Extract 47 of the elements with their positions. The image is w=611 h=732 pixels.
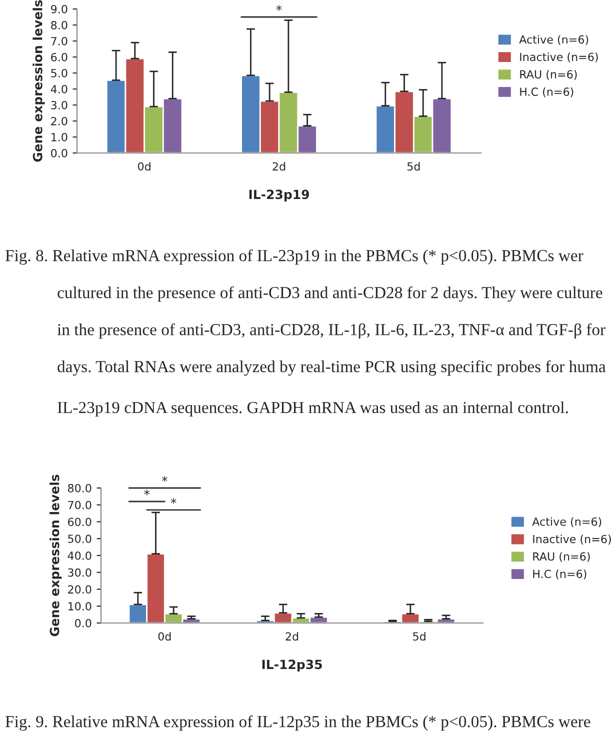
y-tick-label: 7.0 — [51, 36, 68, 46]
y-tick-label: 0.0 — [51, 148, 68, 158]
legend-label: Active (n=6) — [519, 35, 588, 45]
x-tick-label: 0d — [138, 162, 150, 171]
y-tick-label: 3.0 — [51, 100, 68, 110]
legend-label: H.C (n=6) — [533, 570, 586, 580]
text: in the presence of anti-CD3, anti-CD28, IL-1β, IL-6, IL-23, TNF-α and TGF-β for — [57, 323, 606, 339]
text: IL-23p19 cDNA sequences. GAPDH mRNA was used as an internal control. — [58, 401, 568, 417]
y-tick-label: 30.0 — [68, 568, 92, 577]
y-tick-label: 60.0 — [68, 518, 92, 526]
x-tick-label: 5d — [407, 162, 420, 171]
y-tick-label: 9.0 — [51, 4, 68, 14]
y-tick-label: 1.0 — [52, 132, 68, 142]
y-tick-label: 2.0 — [51, 116, 68, 126]
text: days. Total RNAs were analyzed by real-time PCR using specific probes for huma — [58, 360, 606, 376]
y-tick-label: 10.0 — [68, 602, 92, 611]
y-tick-label: 40.0 — [68, 551, 92, 560]
caption: Fig. 8. Relative mRNA expression of IL-23p19 in the PBMCs (* p<0.05). PBMCs wer — [5, 249, 584, 265]
x-tick-label: 0d — [158, 632, 171, 641]
y-tick-label: 80.0 — [68, 484, 92, 492]
x-tick-label: 5d — [413, 632, 426, 641]
text: cultured in the presence of anti-CD3 and anti-CD28 for 2 days. They were culture — [58, 286, 602, 302]
y-axis-title: Gene expression levels — [50, 474, 62, 636]
y-tick-label: 0.0 — [75, 618, 92, 628]
annotation: * — [144, 490, 150, 496]
legend-label: H.C (n=6) — [520, 87, 574, 98]
annotation: * — [276, 5, 282, 11]
x-axis-title: IL-12p35 — [262, 660, 322, 672]
legend-label: RAU (n=6) — [520, 70, 577, 80]
x-tick-label: 2d — [286, 632, 298, 641]
x-axis-title: IL-23p19 — [249, 190, 309, 202]
legend-label: Inactive (n=6) — [533, 534, 611, 545]
x-tick-label: 2d — [272, 162, 286, 171]
text: * — [162, 476, 168, 482]
legend-label: Inactive (n=6) — [520, 52, 598, 62]
y-tick-label: 6.0 — [51, 52, 68, 62]
legend-label: RAU (n=6) — [533, 552, 590, 562]
y-tick-label: 8.0 — [51, 20, 68, 30]
y-tick-label: 20.0 — [68, 585, 92, 594]
y-tick-label: 5.0 — [51, 68, 68, 78]
caption: Fig. 9. Relative mRNA expression of IL-12p35 in the PBMCs (* p<0.05). PBMCs were — [5, 715, 590, 731]
y-axis-title: Gene expression levels — [32, 0, 45, 162]
y-tick-label: 70.0 — [68, 500, 92, 510]
y-tick-label: 50.0 — [68, 534, 92, 544]
y-tick-label: 4.0 — [50, 84, 68, 94]
annotation: * — [170, 498, 176, 504]
legend-label: Active (n=6) — [532, 517, 602, 528]
